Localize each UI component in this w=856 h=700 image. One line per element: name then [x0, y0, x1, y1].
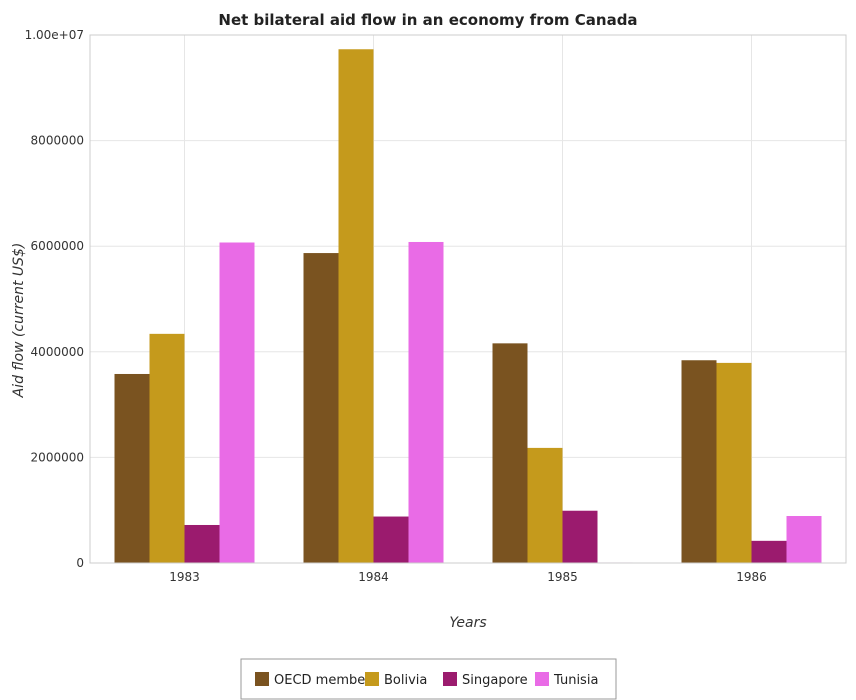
- bar-oecd-members-1985: [492, 343, 528, 563]
- x-tick-label: 1985: [547, 570, 578, 584]
- legend-box: [240, 658, 617, 700]
- y-axis-label: Aid flow (current US$): [11, 243, 27, 399]
- legend-label: Singapore: [462, 673, 528, 688]
- y-tick-label: 2000000: [31, 450, 84, 464]
- legend-label: OECD members: [274, 673, 378, 688]
- legend: OECD members Bolivia Singapore Tunisia: [240, 658, 617, 700]
- bar-tunisia-1986: [786, 516, 822, 563]
- legend-label: Bolivia: [384, 673, 427, 688]
- bar-singapore-1983: [184, 524, 220, 563]
- legend-label: Tunisia: [553, 673, 598, 688]
- bar-bolivia-1985: [527, 447, 563, 563]
- bar-singapore-1984: [373, 516, 409, 563]
- x-tick-label: 1986: [736, 570, 767, 584]
- x-tick-label: 1984: [358, 570, 389, 584]
- x-axis-label: Years: [449, 615, 486, 631]
- bar-bolivia-1983: [149, 333, 185, 563]
- y-tick-label: 6000000: [31, 239, 84, 253]
- legend-swatch: [443, 672, 457, 686]
- bar-oecd-members-1986: [681, 360, 717, 563]
- bar-tunisia-1984: [408, 241, 444, 563]
- bar-oecd-members-1983: [114, 373, 150, 563]
- bar-bolivia-1984: [338, 49, 374, 564]
- legend-swatch: [365, 672, 379, 686]
- y-tick-label: 1.00e+07: [25, 28, 84, 42]
- bar-singapore-1986: [751, 540, 787, 563]
- legend-swatch: [535, 672, 549, 686]
- chart-title: Net bilateral aid flow in an economy fro…: [218, 11, 637, 29]
- y-tick-label: 8000000: [31, 134, 84, 148]
- bar-oecd-members-1984: [303, 253, 339, 563]
- bar-bolivia-1986: [716, 362, 752, 563]
- plot-border: [89, 34, 847, 564]
- x-tick-label: 1983: [169, 570, 200, 584]
- bar-tunisia-1983: [219, 242, 255, 563]
- bars: [114, 49, 822, 564]
- axes: 0 2000000 4000000 6000000 8000000 1.00e+07 198…: [25, 28, 847, 584]
- bar-singapore-1985: [562, 510, 598, 563]
- y-tick-label: 4000000: [31, 345, 84, 359]
- legend-swatch: [255, 672, 269, 686]
- y-tick-label: 0: [76, 556, 84, 570]
